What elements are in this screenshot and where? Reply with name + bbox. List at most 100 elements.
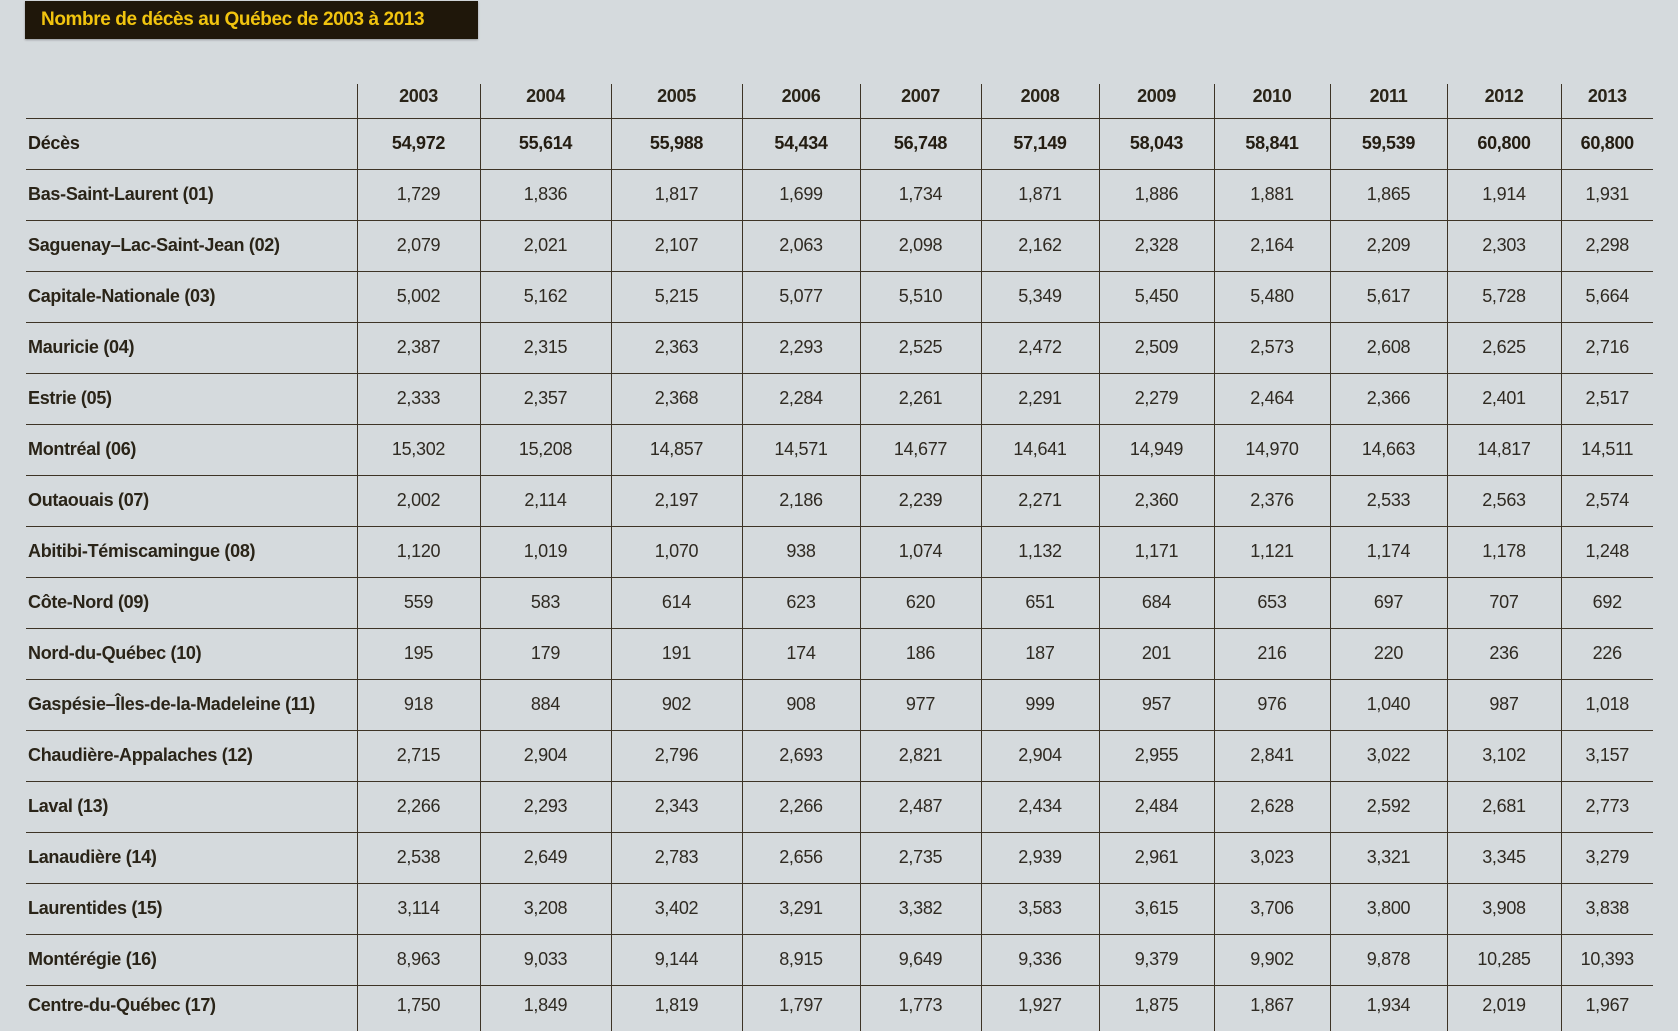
row-label: Décès bbox=[26, 117, 357, 169]
region-row: Mauricie (04) 2,387 2,315 2,363 2,293 2,525 2,… bbox=[26, 321, 1653, 373]
cell-value: 14,817 bbox=[1446, 423, 1561, 475]
cell-value: 1,699 bbox=[741, 168, 860, 220]
cell-value: 220 bbox=[1329, 627, 1447, 679]
cell-value: 2,002 bbox=[356, 474, 480, 526]
cell-value: 5,349 bbox=[980, 270, 1099, 322]
cell-value: 54,972 bbox=[356, 117, 480, 169]
cell-value: 195 bbox=[356, 627, 480, 679]
cell-value: 2,625 bbox=[1446, 321, 1561, 373]
cell-value: 2,019 bbox=[1446, 984, 1561, 1031]
cell-value: 1,914 bbox=[1446, 168, 1561, 220]
cell-value: 14,663 bbox=[1329, 423, 1447, 475]
cell-value: 2,021 bbox=[479, 219, 611, 271]
cell-value: 1,019 bbox=[479, 525, 611, 577]
cell-value: 1,729 bbox=[356, 168, 480, 220]
cell-value: 187 bbox=[980, 627, 1099, 679]
cell-value: 2,063 bbox=[741, 219, 860, 271]
cell-value: 1,886 bbox=[1098, 168, 1214, 220]
region-row: Laval (13) 2,266 2,293 2,343 2,266 2,487 2,434… bbox=[26, 780, 1653, 832]
cell-value: 186 bbox=[859, 627, 981, 679]
row-label: Lanaudière (14) bbox=[26, 831, 357, 883]
cell-value: 57,149 bbox=[980, 117, 1099, 169]
cell-value: 9,033 bbox=[479, 933, 611, 985]
header-year: 2006 bbox=[741, 84, 860, 118]
total-row: Décès 54,972 55,614 55,988 54,434 56,748 57,14… bbox=[26, 117, 1653, 169]
cell-value: 2,487 bbox=[859, 780, 981, 832]
cell-value: 5,728 bbox=[1446, 270, 1561, 322]
cell-value: 707 bbox=[1446, 576, 1561, 628]
cell-value: 3,382 bbox=[859, 882, 981, 934]
cell-value: 14,970 bbox=[1213, 423, 1330, 475]
cell-value: 2,735 bbox=[859, 831, 981, 883]
region-row: Montérégie (16) 8,963 9,033 9,144 8,915 9,649… bbox=[26, 933, 1653, 985]
cell-value: 5,480 bbox=[1213, 270, 1330, 322]
header-year: 2012 bbox=[1446, 84, 1561, 118]
region-row: Lanaudière (14) 2,538 2,649 2,783 2,656 2,735… bbox=[26, 831, 1653, 883]
cell-value: 2,484 bbox=[1098, 780, 1214, 832]
cell-value: 2,098 bbox=[859, 219, 981, 271]
cell-value: 2,563 bbox=[1446, 474, 1561, 526]
cell-value: 3,402 bbox=[610, 882, 742, 934]
cell-value: 3,583 bbox=[980, 882, 1099, 934]
cell-value: 174 bbox=[741, 627, 860, 679]
cell-value: 3,321 bbox=[1329, 831, 1447, 883]
cell-value: 2,164 bbox=[1213, 219, 1330, 271]
cell-value: 2,298 bbox=[1560, 219, 1653, 271]
cell-value: 9,144 bbox=[610, 933, 742, 985]
cell-value: 2,961 bbox=[1098, 831, 1214, 883]
cell-value: 999 bbox=[980, 678, 1099, 730]
cell-value: 5,215 bbox=[610, 270, 742, 322]
cell-value: 2,261 bbox=[859, 372, 981, 424]
cell-value: 9,649 bbox=[859, 933, 981, 985]
cell-value: 2,197 bbox=[610, 474, 742, 526]
row-label: Mauricie (04) bbox=[26, 321, 357, 373]
cell-value: 2,533 bbox=[1329, 474, 1447, 526]
region-row: Montréal (06) 15,302 15,208 14,857 14,571 14,… bbox=[26, 423, 1653, 475]
cell-value: 1,120 bbox=[356, 525, 480, 577]
table-title: Nombre de décès au Québec de 2003 à 2013 bbox=[41, 9, 425, 30]
cell-value: 3,838 bbox=[1560, 882, 1653, 934]
row-label: Chaudière-Appalaches (12) bbox=[26, 729, 357, 781]
cell-value: 3,800 bbox=[1329, 882, 1447, 934]
cell-value: 15,302 bbox=[356, 423, 480, 475]
cell-value: 2,271 bbox=[980, 474, 1099, 526]
header-year: 2011 bbox=[1329, 84, 1447, 118]
cell-value: 5,450 bbox=[1098, 270, 1214, 322]
cell-value: 2,239 bbox=[859, 474, 981, 526]
cell-value: 3,908 bbox=[1446, 882, 1561, 934]
cell-value: 3,157 bbox=[1560, 729, 1653, 781]
cell-value: 938 bbox=[741, 525, 860, 577]
cell-value: 918 bbox=[356, 678, 480, 730]
cell-value: 583 bbox=[479, 576, 611, 628]
cell-value: 2,343 bbox=[610, 780, 742, 832]
cell-value: 2,608 bbox=[1329, 321, 1447, 373]
cell-value: 2,107 bbox=[610, 219, 742, 271]
row-label: Outaouais (07) bbox=[26, 474, 357, 526]
cell-value: 1,070 bbox=[610, 525, 742, 577]
cell-value: 2,434 bbox=[980, 780, 1099, 832]
cell-value: 2,114 bbox=[479, 474, 611, 526]
region-row: Chaudière-Appalaches (12) 2,715 2,904 2,796… bbox=[26, 729, 1653, 781]
cell-value: 216 bbox=[1213, 627, 1330, 679]
cell-value: 2,366 bbox=[1329, 372, 1447, 424]
cell-value: 1,018 bbox=[1560, 678, 1653, 730]
cell-value: 957 bbox=[1098, 678, 1214, 730]
cell-value: 2,293 bbox=[741, 321, 860, 373]
cell-value: 2,079 bbox=[356, 219, 480, 271]
cell-value: 559 bbox=[356, 576, 480, 628]
cell-value: 58,841 bbox=[1213, 117, 1330, 169]
cell-value: 54,434 bbox=[741, 117, 860, 169]
cell-value: 2,538 bbox=[356, 831, 480, 883]
header-year: 2010 bbox=[1213, 84, 1330, 118]
cell-value: 55,988 bbox=[610, 117, 742, 169]
cell-value: 987 bbox=[1446, 678, 1561, 730]
cell-value: 651 bbox=[980, 576, 1099, 628]
cell-value: 3,022 bbox=[1329, 729, 1447, 781]
cell-value: 3,706 bbox=[1213, 882, 1330, 934]
cell-value: 3,102 bbox=[1446, 729, 1561, 781]
cell-value: 2,904 bbox=[980, 729, 1099, 781]
cell-value: 2,681 bbox=[1446, 780, 1561, 832]
region-row: Bas-Saint-Laurent (01) 1,729 1,836 1,817 1,6… bbox=[26, 168, 1653, 220]
cell-value: 2,315 bbox=[479, 321, 611, 373]
cell-value: 2,716 bbox=[1560, 321, 1653, 373]
